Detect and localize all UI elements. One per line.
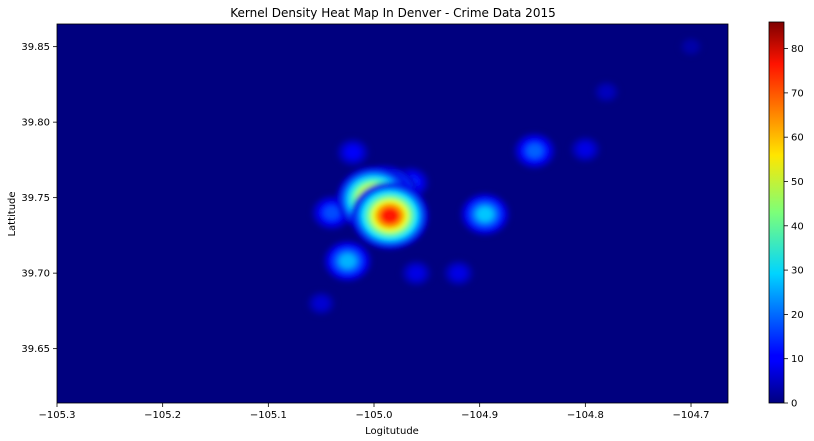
chart-title: Kernel Density Heat Map In Denver - Crim…: [230, 6, 555, 20]
x-tick-label: −105.1: [250, 410, 287, 421]
colorbar-tick-label: 50: [791, 177, 804, 188]
colorbar: 0 10 20 30 40 50 60 70 80: [768, 21, 804, 410]
hotspot: [679, 36, 703, 58]
hotspot: [351, 182, 429, 250]
y-tick-label: 39.70: [21, 269, 50, 280]
y-tick-label: 39.65: [21, 344, 50, 355]
y-tick-label: 39.75: [21, 193, 50, 204]
y-tick-label: 39.80: [21, 118, 50, 129]
x-axis: −105.3 −105.2 −105.1 −105.0 −104.9 −104.8 −104…: [38, 403, 710, 421]
y-axis: 39.65 39.70 39.75 39.80 39.85: [21, 42, 57, 355]
y-tick-label: 39.85: [21, 42, 50, 53]
x-tick-label: −105.2: [144, 410, 181, 421]
x-tick-label: −104.9: [461, 410, 498, 421]
colorbar-tick-label: 10: [791, 354, 804, 365]
hotspot: [306, 290, 337, 317]
colorbar-tick-label: 30: [791, 266, 804, 277]
colorbar-gradient: [768, 21, 785, 404]
x-axis-title: Logitutude: [365, 426, 419, 437]
colorbar-tick-label: 60: [791, 133, 804, 144]
y-axis-title: Lattitude: [7, 191, 18, 236]
hotspot: [322, 239, 373, 283]
x-tick-label: −104.7: [673, 410, 710, 421]
hotspot: [569, 135, 602, 164]
colorbar-tick-label: 70: [791, 88, 804, 99]
hotspot: [400, 259, 433, 288]
colorbar-tick-label: 80: [791, 44, 804, 55]
hotspot: [459, 192, 511, 237]
density-hotspots: [306, 36, 703, 317]
plot-frame: [56, 23, 729, 404]
hotspot: [335, 137, 371, 168]
colorbar-tick-label: 0: [791, 399, 797, 410]
colorbar-tick-label: 20: [791, 310, 804, 321]
colorbar-ticks: 0 10 20 30 40 50 60 70 80: [784, 44, 804, 410]
hotspot: [592, 80, 621, 104]
x-tick-label: −105.0: [356, 410, 393, 421]
x-tick-label: −105.3: [38, 410, 75, 421]
hotspot: [442, 259, 475, 288]
colorbar-tick-label: 40: [791, 221, 804, 232]
hotspot: [512, 131, 557, 170]
x-tick-label: −104.8: [567, 410, 604, 421]
plot-area: [56, 23, 729, 404]
